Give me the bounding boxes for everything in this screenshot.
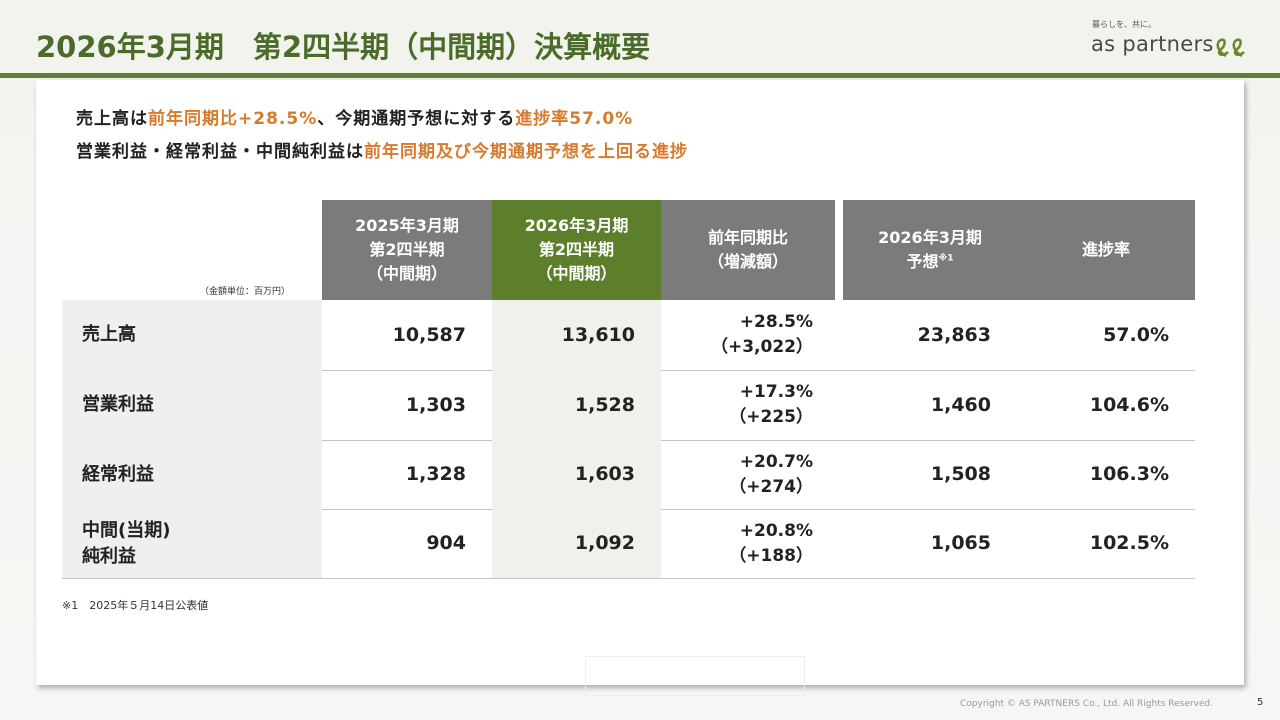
table-cell: 1,528 — [492, 370, 661, 440]
highlight-text: 前年同期及び今期通期予想を上回る進捗 — [364, 142, 688, 162]
cell-value: 13,610 — [561, 323, 635, 346]
table-cell: 57.0% — [1017, 300, 1195, 370]
label-line: 営業利益 — [82, 394, 154, 415]
column-header: 前年同期比 （増減額） — [661, 200, 835, 300]
logo-tagline: 暮らしを、共に。 — [1092, 20, 1156, 29]
cell-line: （+3,022） — [710, 337, 813, 357]
logo-icon — [1216, 38, 1245, 58]
table-cell: 1,460 — [843, 370, 1017, 440]
table-cell: 1,092 — [492, 509, 661, 578]
summary-text: 売上高は — [76, 109, 148, 129]
table-cell: 10,587 — [322, 300, 492, 370]
cell-line: +28.5% — [739, 312, 813, 332]
table-cell: 106.3% — [1017, 440, 1195, 509]
row-label: 営業利益 — [62, 370, 322, 440]
label-line: 純利益 — [82, 545, 136, 567]
label-line: 経常利益 — [82, 463, 154, 485]
header-line: 2025年3月期 — [355, 216, 459, 235]
footnote: ※1 2025年５月14日公表値 — [62, 599, 209, 612]
cell-value: 1,528 — [574, 393, 635, 416]
cell-line: （+274） — [729, 476, 813, 497]
header-line: 2026年3月期 — [878, 228, 982, 247]
summary-text: 、今期通期予想に対する — [317, 109, 516, 129]
cell-value: 1,460 — [930, 393, 991, 416]
title: 2026年3月期 第2四半期（中間期）決算概要 — [36, 30, 651, 64]
header-rule — [0, 73, 1280, 78]
cell-value: 10,587 — [392, 323, 466, 346]
highlight-text: 進捗率57.0% — [515, 109, 634, 129]
table-cell: +17.3% （+225） — [661, 370, 835, 440]
page-number: 5 — [1257, 697, 1264, 708]
placeholder-box — [585, 656, 805, 696]
cell-value: 104.6% — [1089, 393, 1169, 416]
cell-line: +20.7% — [739, 451, 813, 472]
summary-line: 売上高は前年同期比+28.5%、今期通期予想に対する進捗率57.0% — [76, 104, 633, 129]
header-line: 第2四半期 — [538, 240, 615, 259]
label-line: 中間(当期) — [82, 519, 171, 541]
cell-value: 1,065 — [930, 532, 991, 554]
label-line: 売上高 — [82, 324, 136, 345]
cell-value: 1,092 — [574, 532, 635, 554]
column-header: 2025年3月期 第2四半期 （中間期） — [322, 200, 492, 300]
header-line: 2026年3月期 — [524, 216, 629, 235]
row-label: 売上高 — [62, 300, 322, 370]
table-cell: 1,508 — [843, 440, 1017, 509]
header-note: ※1 — [938, 253, 954, 264]
table-cell: +20.7% （+274） — [661, 440, 835, 509]
table-cell: 1,065 — [843, 509, 1017, 578]
header-line: （中間期） — [536, 264, 617, 283]
unit-note: （金額単位：百万円） — [200, 287, 291, 297]
table-cell: +28.5% （+3,022） — [661, 300, 835, 370]
header-line: 第2四半期 — [369, 240, 445, 259]
cell-value: 23,863 — [917, 323, 991, 346]
cell-line: （+225） — [729, 407, 813, 427]
row-label: 経常利益 — [62, 440, 322, 509]
column-header: 2026年3月期 第2四半期 （中間期） — [492, 200, 661, 300]
cell-value: 904 — [426, 532, 466, 554]
cell-value: 1,508 — [930, 463, 991, 485]
row-label: 中間(当期) 純利益 — [62, 509, 322, 578]
logo-text: as partners — [1091, 32, 1214, 56]
highlight-text: 前年同期比+28.5% — [148, 109, 318, 129]
table-cell: 904 — [322, 509, 492, 578]
cell-line: +20.8% — [739, 520, 813, 541]
header-line: 予想※1 — [906, 252, 954, 271]
header-line: （中間期） — [366, 264, 447, 283]
header-line: （増減額） — [707, 252, 788, 271]
cell-value: 57.0% — [1103, 323, 1169, 346]
table-cell: 102.5% — [1017, 509, 1195, 578]
cell-value: 102.5% — [1089, 532, 1169, 554]
table-cell: 104.6% — [1017, 370, 1195, 440]
table-cell: 1,603 — [492, 440, 661, 509]
column-header: 2026年3月期 予想※1 — [843, 200, 1017, 300]
cell-value: 106.3% — [1089, 463, 1169, 485]
summary-line: 営業利益・経常利益・中間純利益は前年同期及び今期通期予想を上回る進捗 — [76, 137, 688, 162]
copyright: Copyright © AS PARTNERS Co., Ltd. All Ri… — [960, 699, 1213, 709]
header-line: 前年同期比 — [707, 228, 788, 247]
header-line: 進捗率 — [1081, 240, 1130, 259]
table-cell: 1,303 — [322, 370, 492, 440]
table-cell: 1,328 — [322, 440, 492, 509]
column-header: 進捗率 — [1017, 200, 1195, 300]
cell-line: +17.3% — [739, 382, 813, 402]
table-cell: +20.8% （+188） — [661, 509, 835, 578]
summary-text: 営業利益・経常利益・中間純利益は — [76, 142, 364, 162]
row-divider — [62, 578, 1195, 579]
cell-value: 1,303 — [405, 393, 466, 416]
table-cell: 23,863 — [843, 300, 1017, 370]
cell-line: （+188） — [729, 545, 813, 566]
table-cell: 13,610 — [492, 300, 661, 370]
cell-value: 1,328 — [405, 463, 466, 485]
cell-value: 1,603 — [574, 463, 635, 485]
